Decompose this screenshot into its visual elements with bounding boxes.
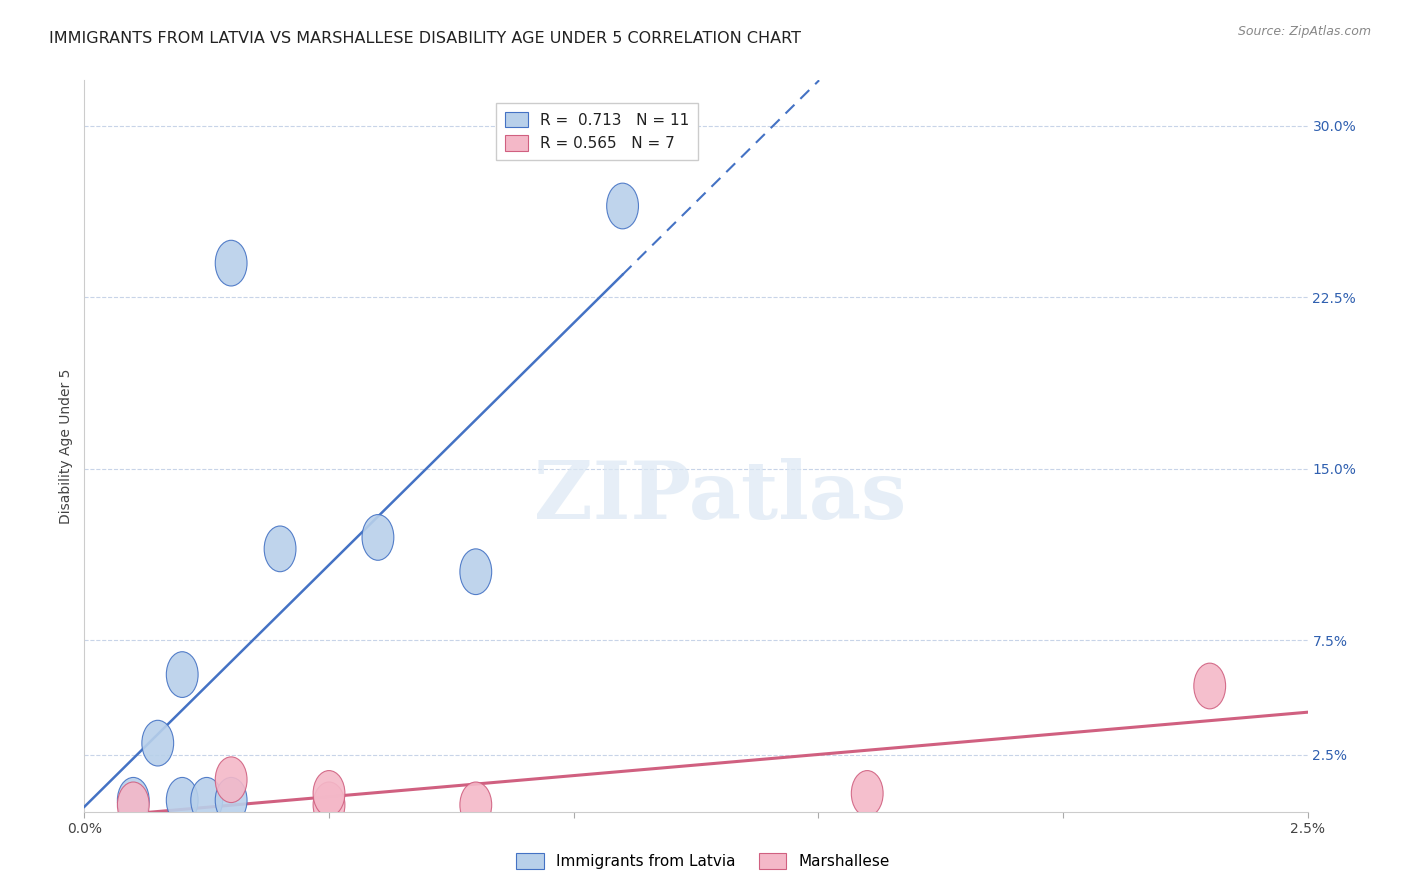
Legend: Immigrants from Latvia, Marshallese: Immigrants from Latvia, Marshallese <box>510 847 896 875</box>
Legend: R =  0.713   N = 11, R = 0.565   N = 7: R = 0.713 N = 11, R = 0.565 N = 7 <box>496 103 699 161</box>
Y-axis label: Disability Age Under 5: Disability Age Under 5 <box>59 368 73 524</box>
Ellipse shape <box>361 515 394 560</box>
Ellipse shape <box>314 782 344 828</box>
Ellipse shape <box>117 778 149 823</box>
Ellipse shape <box>460 549 492 595</box>
Ellipse shape <box>117 782 149 828</box>
Ellipse shape <box>460 782 492 828</box>
Ellipse shape <box>1194 663 1226 709</box>
Ellipse shape <box>215 778 247 823</box>
Ellipse shape <box>264 526 297 572</box>
Text: ZIPatlas: ZIPatlas <box>534 458 907 536</box>
Ellipse shape <box>166 652 198 698</box>
Ellipse shape <box>166 778 198 823</box>
Ellipse shape <box>606 183 638 229</box>
Ellipse shape <box>191 778 222 823</box>
Ellipse shape <box>142 721 174 766</box>
Ellipse shape <box>851 771 883 816</box>
Ellipse shape <box>215 756 247 803</box>
Ellipse shape <box>314 771 344 816</box>
Ellipse shape <box>215 240 247 286</box>
Text: IMMIGRANTS FROM LATVIA VS MARSHALLESE DISABILITY AGE UNDER 5 CORRELATION CHART: IMMIGRANTS FROM LATVIA VS MARSHALLESE DI… <box>49 31 801 46</box>
Text: Source: ZipAtlas.com: Source: ZipAtlas.com <box>1237 25 1371 38</box>
